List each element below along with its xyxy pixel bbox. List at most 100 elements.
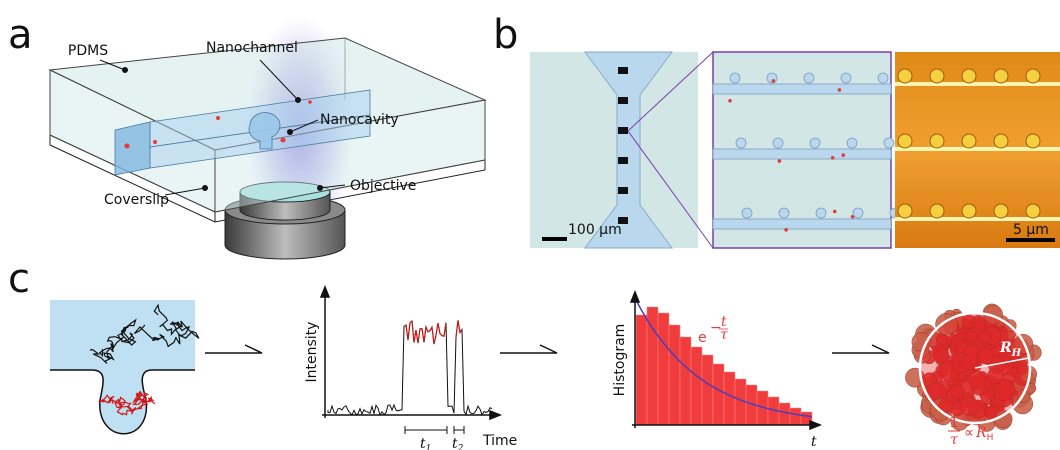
symbol: R: [975, 425, 987, 441]
nanochannel-markers: [618, 67, 628, 224]
channel: [584, 51, 673, 249]
bump: [929, 203, 945, 219]
cavity: [741, 207, 753, 219]
nanochannel: [114, 89, 371, 176]
event-line: [403, 319, 463, 345]
relation: ∝ RH: [964, 425, 993, 443]
bar: [701, 354, 714, 426]
radius-line: [974, 357, 1030, 369]
bump: [993, 133, 1009, 149]
marker: [618, 127, 628, 134]
particle: [784, 228, 788, 232]
bump: [1025, 133, 1041, 149]
bump: [897, 133, 913, 149]
residue: [965, 331, 978, 343]
bump: [929, 68, 945, 84]
callout: Nanochannel: [206, 40, 298, 56]
residue: [983, 406, 997, 419]
bump: [993, 68, 1009, 84]
cavity: [809, 137, 821, 149]
bump: [929, 133, 945, 149]
subscript: H: [1011, 348, 1022, 359]
chain: [133, 303, 200, 348]
residue: [987, 367, 1004, 385]
callout: Nanocavity: [320, 112, 399, 128]
cavity: [729, 72, 741, 84]
bar: [635, 314, 648, 426]
subscript: 2: [457, 444, 464, 450]
panel-label: c: [8, 256, 30, 302]
residue: [978, 330, 992, 345]
bar: [723, 371, 736, 426]
callout-lines: [99, 59, 346, 196]
cavity-wall: [50, 369, 195, 435]
axis-label: Time: [482, 433, 517, 449]
symbol: t: [452, 436, 458, 450]
bar: [712, 363, 725, 426]
axis-label: Intensity: [304, 322, 320, 383]
cavity: [803, 72, 815, 84]
particle: [841, 153, 846, 157]
bar: [679, 336, 692, 426]
bar: [690, 346, 703, 426]
trace-axes: [319, 284, 503, 434]
row: [895, 217, 1060, 221]
bump: [961, 68, 977, 84]
bump: [1025, 68, 1041, 84]
cavity: [778, 207, 790, 219]
residue: [968, 370, 987, 389]
residue: [961, 353, 979, 371]
chain: [98, 390, 156, 416]
cavity: [735, 137, 747, 149]
objective: [224, 181, 346, 260]
hist-axes: [629, 289, 823, 431]
fit-sign: −: [710, 320, 722, 336]
panel-c: c Intensity Time t1 t2 Histogram t e − t…: [8, 256, 1042, 450]
callout: Coverslip: [104, 192, 169, 208]
relation-denominator: τ: [950, 432, 958, 448]
callout: Objective: [350, 178, 416, 194]
marker: [618, 157, 628, 164]
cavity: [877, 72, 889, 84]
marker: [618, 187, 628, 194]
row-channel: [712, 218, 892, 230]
cavity-rows: [712, 72, 901, 232]
particle: [850, 214, 855, 219]
marker: [618, 97, 628, 104]
panel-a: a PDMS Nanochannel Nanocavity Coverslip …: [8, 12, 487, 260]
residue: [950, 384, 965, 399]
particle: [837, 88, 842, 92]
subscript: H: [987, 433, 994, 443]
residue: [993, 379, 1016, 401]
panel-label: a: [8, 12, 33, 58]
subscript: 1: [426, 444, 432, 450]
bump: [961, 133, 977, 149]
cavity: [840, 72, 852, 84]
intensity-trace: [327, 319, 493, 417]
panel-label: b: [493, 12, 518, 58]
fit-numerator: t: [721, 314, 727, 330]
axis-label: Histogram: [612, 324, 628, 397]
cavity: [883, 137, 895, 149]
relation-numerator: 1: [950, 415, 959, 431]
interval-label: t1: [420, 436, 431, 450]
protein: [905, 303, 1042, 432]
particles: [124, 100, 312, 149]
radius-label: RH: [999, 340, 1022, 359]
residue: [959, 397, 979, 416]
bar: [646, 306, 659, 426]
residue: [933, 347, 950, 364]
bump: [897, 68, 913, 84]
residue: [938, 398, 954, 414]
bump: [1025, 203, 1041, 219]
symbol: R: [999, 340, 1012, 356]
base: e: [698, 330, 707, 346]
step-arrows: [205, 344, 890, 354]
cavity: [846, 137, 858, 149]
operator: ∝: [964, 425, 974, 441]
callout: PDMS: [68, 43, 108, 59]
marker: [618, 67, 628, 74]
